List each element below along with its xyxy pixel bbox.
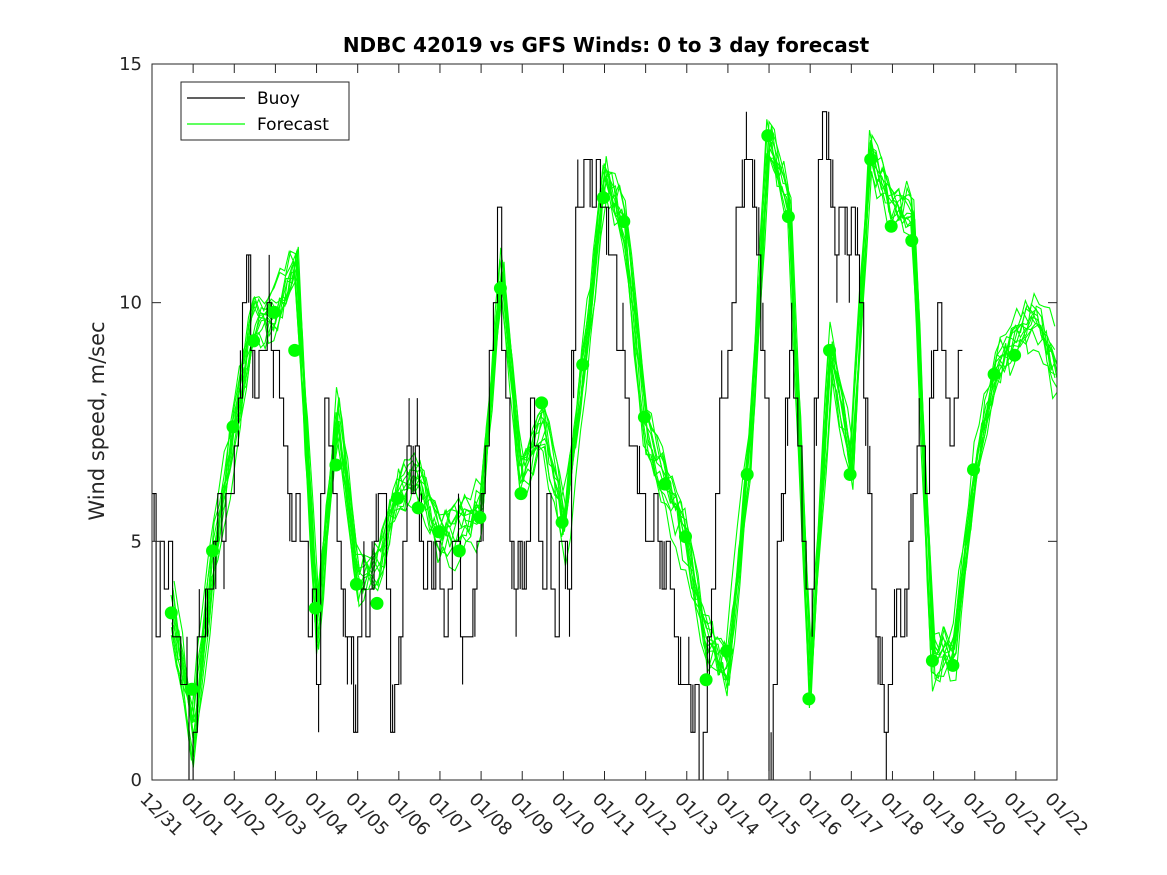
forecast-point (226, 420, 240, 434)
forecast-run-line (172, 129, 1056, 768)
forecast-point (267, 305, 281, 319)
x-tick-label: 12/31 (135, 789, 187, 841)
forecast-point (637, 410, 651, 424)
forecast-point (308, 601, 322, 615)
x-tick-label: 01/14 (711, 789, 763, 841)
forecast-run-line (172, 124, 1057, 757)
x-tick-label: 01/16 (794, 789, 846, 841)
x-tick-label: 01/21 (999, 789, 1051, 841)
y-tick-label: 15 (119, 54, 142, 75)
x-tick-label: 01/17 (835, 789, 887, 841)
forecast-point (1008, 348, 1022, 362)
legend: Buoy Forecast (180, 81, 350, 141)
x-tick-label: 01/20 (958, 789, 1010, 841)
forecast-point (576, 358, 590, 372)
forecast-point (329, 458, 343, 472)
x-tick-label: 01/04 (300, 789, 352, 841)
forecast-run-line (173, 145, 1056, 723)
forecast-point (823, 343, 836, 357)
forecast-point (699, 673, 713, 687)
legend-label: Buoy (257, 89, 300, 109)
x-tick-label: 01/01 (177, 789, 229, 841)
y-tick-label: 0 (131, 770, 142, 791)
forecast-point (535, 396, 549, 410)
forecast-point (864, 153, 878, 166)
x-tick-label: 01/02 (218, 789, 270, 841)
forecast-point (987, 367, 1001, 381)
forecast-point (967, 463, 980, 477)
forecast-point (946, 658, 960, 672)
forecast-point (781, 210, 795, 224)
x-tick-label: 01/22 (1040, 789, 1092, 841)
forecast-point (349, 577, 363, 591)
forecast-point (555, 515, 569, 529)
forecast-point (720, 644, 734, 658)
x-tick-label: 01/10 (547, 789, 599, 841)
forecast-point (905, 234, 919, 248)
x-tick-label: 01/15 (753, 789, 805, 841)
forecast-point (411, 501, 425, 515)
forecast-point (617, 215, 631, 228)
x-tick-label: 01/07 (423, 789, 475, 841)
forecast-point (679, 530, 692, 544)
y-tick-label: 5 (131, 531, 142, 552)
forecast-run-line (170, 157, 1057, 717)
forecast-point (761, 129, 775, 143)
x-tick-label: 01/19 (917, 789, 969, 841)
x-tick-label: 01/08 (465, 789, 517, 841)
forecast-point (473, 511, 487, 524)
buoy-line (152, 111, 963, 780)
forecast-point (925, 654, 939, 668)
x-tick-label: 01/06 (382, 789, 434, 841)
x-tick-label: 01/12 (629, 789, 681, 841)
x-tick-label: 01/09 (506, 789, 558, 841)
forecast-point (288, 343, 302, 357)
forecast-point (370, 596, 384, 610)
forecast-point (658, 477, 672, 491)
plot-area (152, 111, 1057, 780)
forecast-point (843, 468, 857, 481)
y-axis-label: Wind speed, m/sec (85, 321, 109, 520)
x-tick-label: 01/05 (341, 789, 393, 841)
forecast-point (206, 544, 219, 558)
forecast-point (452, 544, 466, 558)
x-tick-label: 01/03 (259, 789, 311, 841)
forecast-point (164, 606, 178, 620)
legend-box (180, 81, 350, 141)
forecast-point (884, 219, 898, 233)
forecast-point (391, 491, 405, 505)
forecast-point (185, 682, 199, 696)
forecast-point (514, 487, 528, 501)
forecast-point (247, 334, 261, 348)
y-tick-label: 10 (119, 293, 142, 314)
chart-title: NDBC 42019 vs GFS Winds: 0 to 3 day fore… (343, 33, 870, 57)
x-tick-label: 01/18 (876, 789, 928, 841)
x-tick-label: 01/11 (588, 789, 640, 841)
forecast-run-line (172, 148, 1057, 739)
forecast-point (493, 281, 507, 295)
forecast-point (802, 692, 816, 706)
forecast-point (740, 468, 754, 481)
x-tick-label: 01/13 (670, 789, 722, 841)
forecast-point (596, 191, 610, 205)
legend-label: Forecast (257, 115, 329, 135)
forecast-point (432, 525, 446, 539)
